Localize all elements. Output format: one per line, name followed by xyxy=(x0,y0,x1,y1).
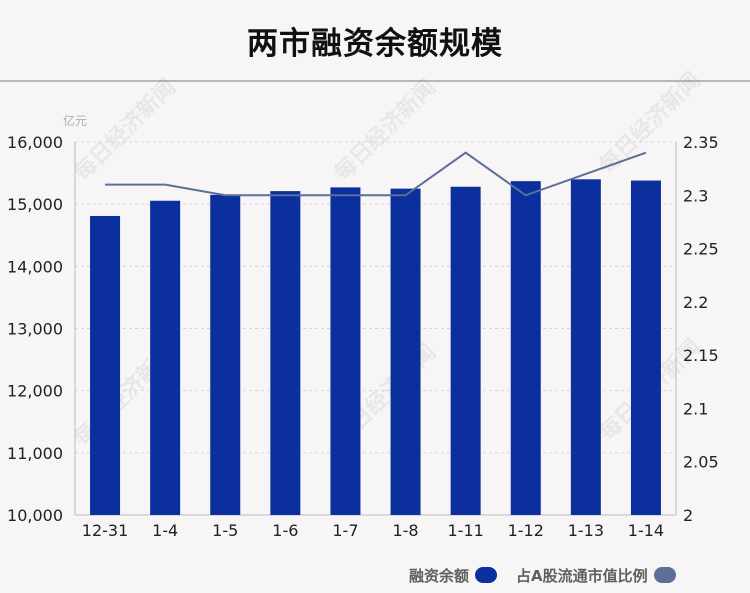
y-left-tick-label: 13,000 xyxy=(7,320,63,339)
bar xyxy=(630,180,661,515)
x-tick-label: 1-5 xyxy=(212,521,238,540)
y-left-tick-label: 12,000 xyxy=(7,382,63,401)
legend-line-label: 占A股流通市值比例 xyxy=(516,566,648,585)
legend-line-swatch xyxy=(653,567,676,583)
x-tick-label: 1-14 xyxy=(628,521,664,540)
y-right-tick-label: 2.05 xyxy=(683,453,719,472)
y-left-tick-label: 16,000 xyxy=(7,133,63,152)
x-tick-label: 1-4 xyxy=(152,521,178,540)
x-tick-label: 1-13 xyxy=(568,521,604,540)
legend-line: 占A股流通市值比例 xyxy=(516,563,676,587)
bar xyxy=(150,200,181,515)
bar xyxy=(90,215,121,515)
x-tick-label: 1-7 xyxy=(332,521,358,540)
y-right-tick-label: 2.35 xyxy=(683,133,719,152)
y-left-tick-label: 10,000 xyxy=(7,506,63,525)
y-left-unit-label: 亿元 xyxy=(63,113,87,128)
x-tick-label: 1-12 xyxy=(508,521,544,540)
chart-title: 两市融资余额规模 xyxy=(247,26,503,62)
y-right-tick-label: 2 xyxy=(683,506,693,525)
y-right-tick-label: 2.15 xyxy=(683,346,719,365)
bar xyxy=(450,186,481,515)
watermark-text: 每日经济新闻 xyxy=(329,74,441,186)
bar xyxy=(390,188,421,515)
watermark-text: 每日经济新闻 xyxy=(69,74,181,186)
x-tick-label: 1-11 xyxy=(447,521,483,540)
y-right-tick-label: 2.2 xyxy=(683,293,708,312)
y-left-tick-label: 11,000 xyxy=(7,444,63,463)
legend-bar-swatch xyxy=(475,567,498,583)
y-left-tick-label: 14,000 xyxy=(7,257,63,276)
watermark-text: 每日经济新闻 xyxy=(594,67,706,179)
bar xyxy=(510,181,541,516)
y-right-tick-label: 2.3 xyxy=(683,186,708,205)
ratio-line xyxy=(105,151,647,197)
x-tick-label: 12-31 xyxy=(82,521,129,540)
header-bar: 两市融资余额规模 xyxy=(0,0,750,82)
bar xyxy=(270,191,301,515)
legend-bar-label: 融资余额 xyxy=(409,566,470,585)
y-left-tick-label: 15,000 xyxy=(7,195,63,214)
bar xyxy=(330,187,361,516)
x-tick-label: 1-8 xyxy=(392,521,418,540)
y-right-tick-label: 2.1 xyxy=(683,399,708,418)
y-right-tick-label: 2.25 xyxy=(683,240,719,259)
legend-bar: 融资余额 xyxy=(409,563,498,587)
bar xyxy=(210,194,241,515)
x-tick-label: 1-6 xyxy=(272,521,298,540)
bar xyxy=(570,179,601,516)
